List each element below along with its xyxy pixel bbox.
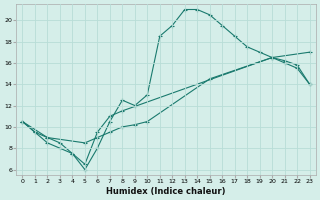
X-axis label: Humidex (Indice chaleur): Humidex (Indice chaleur) xyxy=(106,187,226,196)
